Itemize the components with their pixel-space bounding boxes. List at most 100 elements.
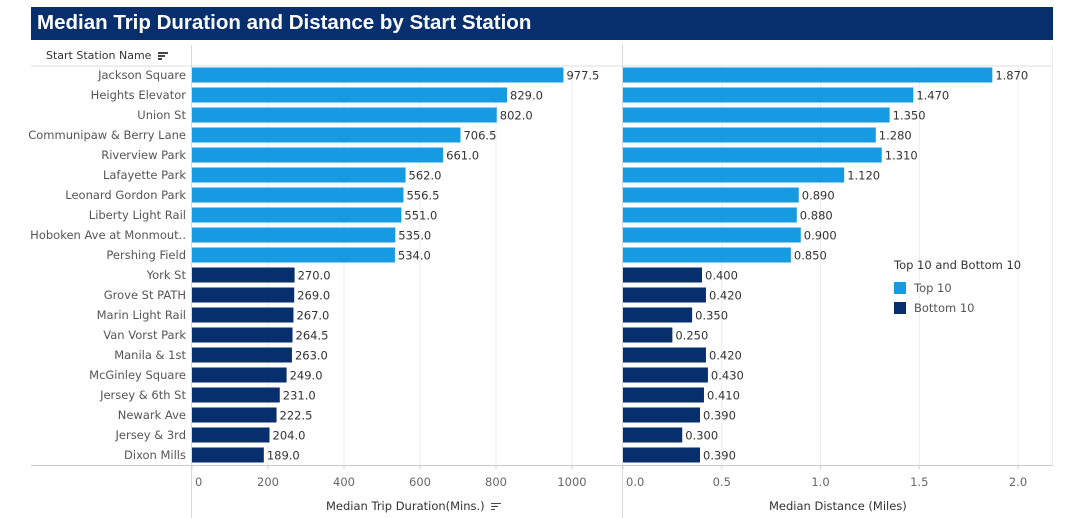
tick-label: 400 [333,475,355,489]
data-label: 535.0 [398,229,431,243]
category-label: Riverview Park [101,148,186,162]
data-label: 1.120 [847,169,880,183]
data-label: 0.410 [707,389,740,403]
tick-label: 0 [195,475,202,489]
tick-label: 1.0 [811,475,829,489]
data-label: 0.350 [695,309,728,323]
legend-item-top[interactable]: Top 10 [894,278,1021,298]
bar [192,447,264,463]
data-label: 1.280 [879,129,912,143]
row-header[interactable]: Start Station Name [46,49,168,62]
data-label: 1.470 [916,89,949,103]
category-label: Hoboken Ave at Monmout.. [30,228,186,242]
category-label: Newark Ave [118,408,186,422]
chart-title: Median Trip Duration and Distance by Sta… [37,11,532,34]
category-label: Manila & 1st [114,348,186,362]
bar [623,307,693,323]
data-label: 1.310 [885,149,918,163]
category-label: Jackson Square [97,68,186,82]
bar [623,67,993,83]
data-label: 0.420 [709,349,742,363]
bar [623,267,702,283]
legend-swatch-top [894,282,906,294]
bar [192,147,444,163]
data-label: 231.0 [283,389,316,403]
data-label: 829.0 [510,89,543,103]
data-label: 1.870 [995,69,1028,83]
bar [623,87,914,103]
category-label: Van Vorst Park [103,328,186,342]
tick-label: 2.0 [1009,475,1027,489]
bar [623,147,882,163]
sort-icon[interactable] [157,50,168,61]
category-label: Liberty Light Rail [89,208,186,222]
bar [192,367,287,383]
bar [192,267,295,283]
bar [623,427,683,443]
bar [192,427,270,443]
tick-label: 600 [409,475,431,489]
data-label: 1.350 [893,109,926,123]
bar [192,127,461,143]
legend-title: Top 10 and Bottom 10 [894,258,1022,272]
data-label: 551.0 [404,209,437,223]
data-label: 0.900 [804,229,837,243]
bar [623,347,706,363]
x-axis-title-duration-label: Median Trip Duration(Mins.) [326,499,485,513]
data-label: 263.0 [295,349,328,363]
category-label: Leonard Gordon Park [65,188,186,202]
bar [192,347,292,363]
data-label: 0.430 [711,369,744,383]
category-label: Jersey & 6th St [99,388,186,402]
row-header-label: Start Station Name [46,49,152,62]
bar [192,307,294,323]
data-label: 222.5 [280,409,313,423]
data-label: 0.390 [703,409,736,423]
bar [192,167,406,183]
category-label: Grove St PATH [104,288,186,302]
legend-label-top: Top 10 [914,281,952,295]
tick-label: 1.5 [910,475,928,489]
data-label: 189.0 [267,449,300,463]
category-label: Jersey & 3rd [115,428,187,442]
bar [623,287,706,303]
bar [623,227,801,243]
data-label: 802.0 [500,109,533,123]
bar [192,327,293,343]
bar [623,127,876,143]
data-label: 562.0 [409,169,442,183]
category-label: Dixon Mills [124,448,186,462]
data-label: 977.5 [566,69,599,83]
tick-label: 0.0 [626,475,644,489]
data-label: 0.250 [675,329,708,343]
tick-label: 800 [485,475,507,489]
data-label: 661.0 [446,149,479,163]
data-label: 249.0 [290,369,323,383]
data-label: 0.890 [802,189,835,203]
category-label: Communipaw & Berry Lane [28,128,186,142]
data-label: 0.300 [685,429,718,443]
category-label: Lafayette Park [103,168,186,182]
tick-label: 200 [257,475,279,489]
x-axis-title-duration: Median Trip Duration(Mins.) [326,499,502,513]
data-label: 0.400 [705,269,738,283]
category-label: Pershing Field [106,248,186,262]
data-label: 270.0 [298,269,331,283]
data-label: 0.880 [800,209,833,223]
x-axis-title-distance: Median Distance (Miles) [769,499,907,513]
bar [192,387,280,403]
data-label: 0.390 [703,449,736,463]
bar [623,207,797,223]
bar [623,387,704,403]
bar [623,407,701,423]
bar [623,247,791,263]
legend-item-bottom[interactable]: Bottom 10 [894,298,1021,318]
bar [192,87,508,103]
category-label: Union St [137,108,186,122]
tick-label: 1000 [557,475,586,489]
bar [623,367,708,383]
sort-icon[interactable] [491,501,502,512]
data-label: 267.0 [296,309,329,323]
bar [623,107,890,123]
